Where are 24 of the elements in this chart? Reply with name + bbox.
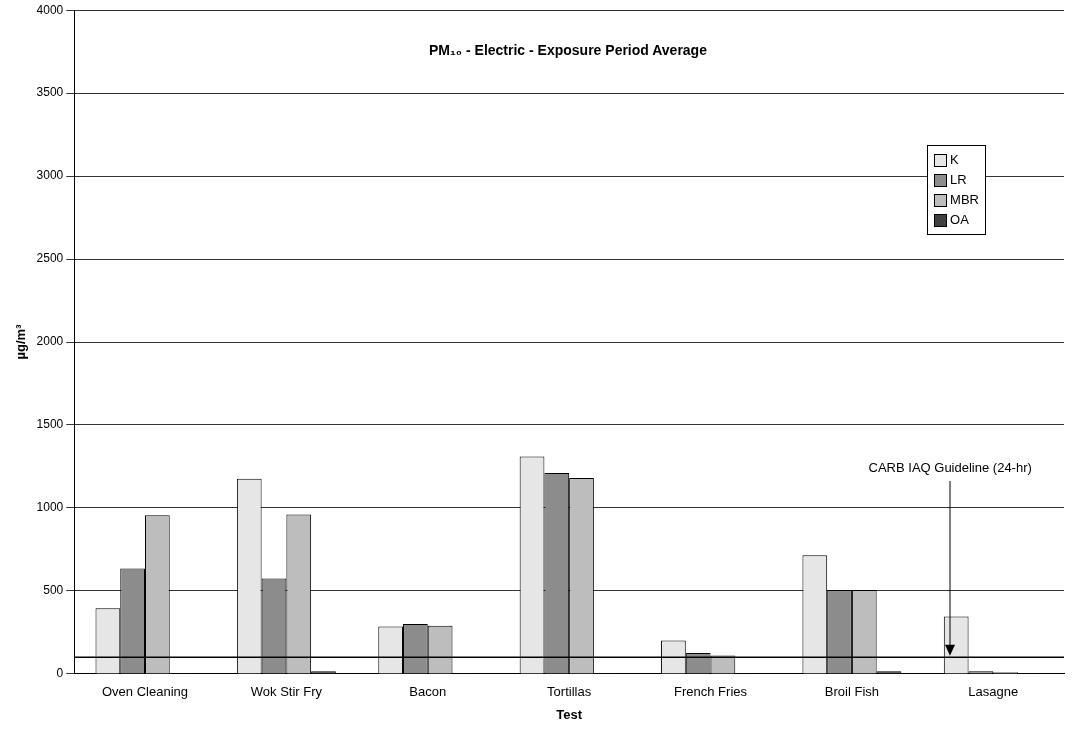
x-tick-label: Broil Fish xyxy=(824,684,880,700)
x-tick-label: Bacon xyxy=(409,684,447,700)
x-tick-label: Wok Stir Fry xyxy=(250,684,323,700)
y-tick-label: 500 xyxy=(43,583,64,598)
y-tick-label: 3500 xyxy=(36,85,64,100)
legend-label: K xyxy=(950,151,959,169)
y-tick-label: 4000 xyxy=(36,2,64,17)
y-axis-title: µg/m³ xyxy=(13,323,29,360)
legend-label: LR xyxy=(950,171,967,189)
x-axis-title: Test xyxy=(556,706,583,722)
legend-label: OA xyxy=(950,211,969,229)
y-tick-label: 3000 xyxy=(36,168,64,183)
annotation: CARB IAQ Guideline (24-hr) xyxy=(868,460,1032,476)
legend-label: MBR xyxy=(950,191,979,209)
y-tick-label: 1000 xyxy=(36,500,64,515)
y-tick-label: 2000 xyxy=(36,334,64,349)
y-tick-label: 2500 xyxy=(36,251,64,266)
x-tick-label: French Fries xyxy=(674,684,748,700)
y-tick-label: 0 xyxy=(56,666,64,681)
x-tick-label: Oven Cleaning xyxy=(101,684,188,700)
x-tick-label: Lasagne xyxy=(968,684,1019,700)
x-tick-label: Tortillas xyxy=(547,684,592,700)
y-tick-label: 1500 xyxy=(36,417,64,432)
text: PM₁₀ - Electric - Exposure Period Average xyxy=(428,42,708,58)
